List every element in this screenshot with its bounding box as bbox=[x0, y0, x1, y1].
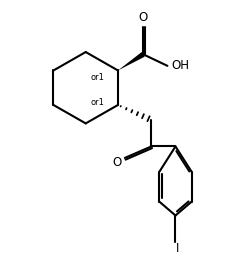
Polygon shape bbox=[118, 52, 145, 70]
Text: OH: OH bbox=[171, 59, 189, 72]
Text: O: O bbox=[139, 11, 148, 24]
Text: O: O bbox=[112, 156, 121, 169]
Text: I: I bbox=[176, 242, 179, 255]
Text: or1: or1 bbox=[90, 73, 104, 82]
Text: or1: or1 bbox=[90, 98, 104, 107]
